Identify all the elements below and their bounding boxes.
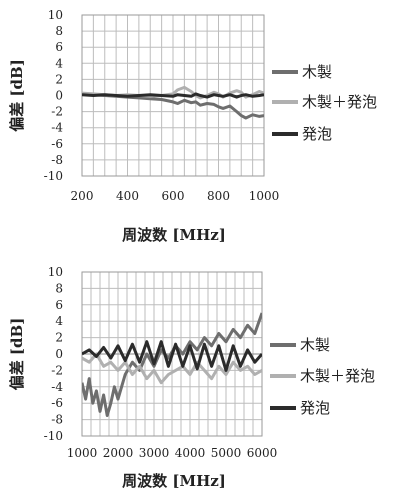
x-tick-label: 6000 — [247, 446, 278, 460]
x-tick-label: 1000 — [67, 446, 98, 460]
y-tick-label: -6 — [51, 137, 63, 151]
legend-label: 発泡 — [302, 125, 332, 143]
y-tick-label: 0 — [55, 89, 63, 103]
legend-label: 木製 — [302, 63, 332, 81]
y-tick-label: -4 — [51, 121, 63, 135]
y-tick-label: -2 — [51, 363, 63, 377]
y-axis-title: 偏差 [dB] — [8, 318, 26, 391]
x-tick-label: 4000 — [175, 446, 206, 460]
y-tick-label: 0 — [55, 347, 63, 361]
y-tick-label: 8 — [55, 281, 63, 295]
y-tick-label: -2 — [51, 105, 63, 119]
y-tick-label: 4 — [55, 314, 63, 328]
y-tick-label: -6 — [51, 396, 63, 410]
x-tick-label: 600 — [162, 189, 185, 203]
x-axis-title: 周波数 [MHz] — [122, 472, 226, 490]
x-tick-label: 2000 — [103, 446, 134, 460]
series-line-2 — [82, 340, 262, 372]
y-tick-label: -10 — [44, 169, 63, 183]
y-tick-label: 10 — [48, 8, 63, 22]
y-tick-label: 8 — [55, 24, 63, 38]
x-tick-label: 3000 — [139, 446, 170, 460]
chart-top: 10 8 6 4 2 0 -2 -4 -6 -8 -10 200 400 600 800 1000 周波数 [M… — [8, 8, 377, 244]
y-axis-title: 偏差 [dB] — [8, 59, 26, 132]
y-tick-label: 6 — [55, 40, 63, 54]
y-tick-label: -8 — [51, 153, 63, 167]
legend-label: 木製＋発泡 — [300, 367, 375, 385]
x-tick-label: 200 — [71, 189, 94, 203]
x-tick-label: 400 — [116, 189, 139, 203]
legend-label: 発泡 — [300, 399, 330, 417]
y-tick-label: -8 — [51, 413, 63, 427]
y-tick-label: 2 — [55, 331, 63, 345]
y-tick-label: -4 — [51, 380, 63, 394]
x-tick-label: 1000 — [249, 189, 280, 203]
series-line-1 — [82, 352, 262, 385]
series-line-2 — [82, 92, 264, 99]
legend-label: 木製＋発泡 — [302, 93, 377, 111]
y-tick-label: -10 — [44, 429, 63, 443]
y-tick-label: 2 — [55, 72, 63, 86]
x-axis-title: 周波数 [MHz] — [122, 226, 226, 244]
y-tick-label: 6 — [55, 298, 63, 312]
chart-bottom: 10 8 6 4 2 0 -2 -4 -6 -8 -10 1000 2000 3000 4000 5000 60… — [8, 265, 375, 490]
series-line-0 — [82, 312, 262, 417]
y-tick-label: 4 — [55, 56, 63, 70]
x-tick-label: 5000 — [211, 446, 242, 460]
y-tick-label: 10 — [48, 265, 63, 279]
legend-label: 木製 — [300, 336, 330, 354]
x-tick-label: 800 — [207, 189, 230, 203]
